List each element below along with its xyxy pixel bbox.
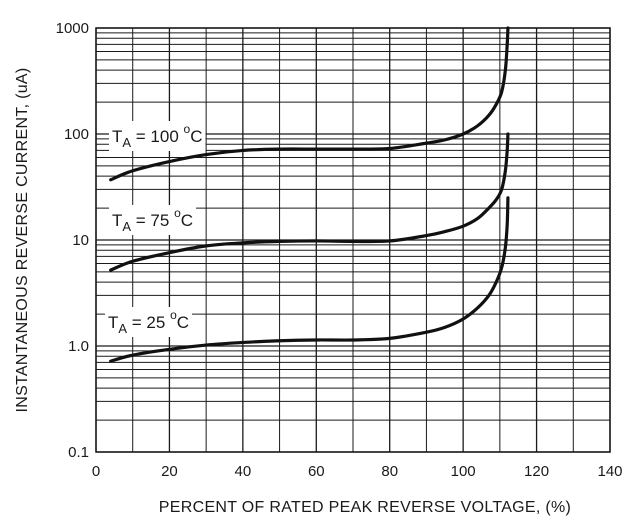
series-label-main: T xyxy=(112,127,122,146)
series-label-mid: = 25 xyxy=(127,313,170,332)
series-lines xyxy=(109,26,510,363)
y-tick-label: 0.1 xyxy=(68,444,89,461)
series-label-background xyxy=(105,307,193,337)
y-tick-label: 1000 xyxy=(56,20,89,37)
x-tick-label: 20 xyxy=(161,463,178,480)
y-axis-title: INSTANTANEOUS REVERSE CURRENT, (uA) xyxy=(14,67,31,412)
x-tick-labels: 0 20 40 60 80 100 120 140 xyxy=(92,463,623,480)
x-axis-title: PERCENT OF RATED PEAK REVERSE VOLTAGE, (… xyxy=(159,499,571,516)
plot-frame xyxy=(95,27,611,453)
x-tick-label: 0 xyxy=(92,463,100,480)
series-label-main: T xyxy=(112,211,122,230)
y-tick-label: 10 xyxy=(72,232,89,249)
y-tick-label: 100 xyxy=(64,126,89,143)
series-label-unit: C xyxy=(177,313,189,332)
series-label: TA = 75 oC xyxy=(112,206,193,234)
series-label-sub: A xyxy=(122,135,131,150)
series-label: TA = 100 oC xyxy=(112,122,203,150)
x-tick-label: 80 xyxy=(381,463,398,480)
series-label-background xyxy=(109,205,197,235)
series-label-sup: o xyxy=(174,206,181,220)
series-label-background xyxy=(109,121,206,151)
y-tick-label: 1.0 xyxy=(68,338,89,355)
x-tick-label: 100 xyxy=(451,463,476,480)
x-tick-label: 60 xyxy=(308,463,325,480)
series-line xyxy=(109,196,510,363)
series-label-sub: A xyxy=(118,321,127,336)
series-label-unit: C xyxy=(181,211,193,230)
y-tick-labels: 0.1 1.0 10 100 1000 xyxy=(56,20,89,461)
series-label-sup: o xyxy=(170,308,177,322)
x-tick-label: 120 xyxy=(524,463,549,480)
series-label-sup: o xyxy=(184,122,191,136)
series-line xyxy=(109,26,510,182)
series-line xyxy=(109,132,510,272)
x-tick-label: 40 xyxy=(235,463,252,480)
series-label-mid: = 75 xyxy=(131,211,174,230)
series-label-unit: C xyxy=(190,127,202,146)
series-label-sub: A xyxy=(122,219,131,234)
series-label-mid: = 100 xyxy=(131,127,183,146)
x-tick-label: 140 xyxy=(597,463,622,480)
series-label: TA = 25 oC xyxy=(108,308,189,336)
series-label-main: T xyxy=(108,313,118,332)
